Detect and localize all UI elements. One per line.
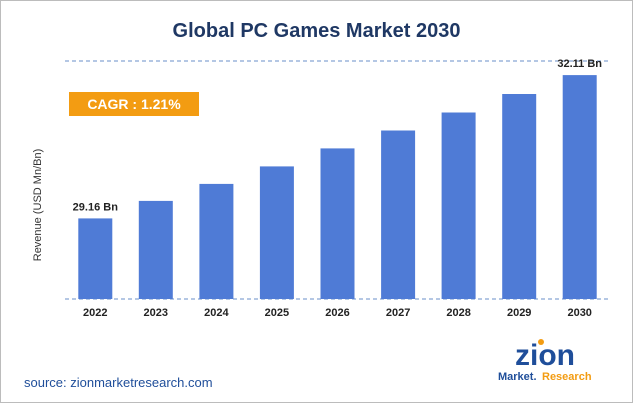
bar-2026	[320, 148, 355, 299]
x-tick-label-2030: 2030	[567, 307, 591, 319]
data-label-2022: 29.16 Bn	[73, 201, 119, 213]
logo-dot	[538, 339, 544, 345]
bar-2025	[259, 166, 294, 299]
source-text: source: zionmarketresearch.com	[24, 375, 213, 390]
bar-2028	[441, 112, 476, 299]
bar-2027	[381, 130, 416, 299]
zion-logo: zion Market. Research	[498, 339, 592, 383]
x-tick-label-2023: 2023	[144, 307, 168, 319]
bar-2030	[562, 75, 597, 299]
bar-2023	[138, 200, 173, 299]
x-tick-label-2028: 2028	[446, 307, 470, 319]
bar-2029	[502, 94, 537, 299]
bar-2022	[78, 218, 113, 299]
x-tick-label-2022: 2022	[83, 307, 107, 319]
bar-2024	[199, 183, 234, 299]
logo-wordmark: zion	[515, 339, 575, 372]
x-tick-label-2025: 2025	[265, 307, 289, 319]
logo-subtitle-right: Research	[542, 371, 592, 383]
x-tick-label-2026: 2026	[325, 307, 349, 319]
y-axis-label: Revenue (USD Mn/Bn)	[32, 148, 44, 262]
logo-subtitle-left: Market.	[498, 371, 537, 383]
x-tick-label-2024: 2024	[204, 307, 229, 319]
x-tick-label-2029: 2029	[507, 307, 531, 319]
chart-title: Global PC Games Market 2030	[172, 20, 461, 42]
data-label-2030: 32.11 Bn	[557, 58, 602, 70]
cagr-badge: CAGR : 1.21%	[69, 92, 199, 116]
x-tick-label-2027: 2027	[386, 307, 410, 319]
